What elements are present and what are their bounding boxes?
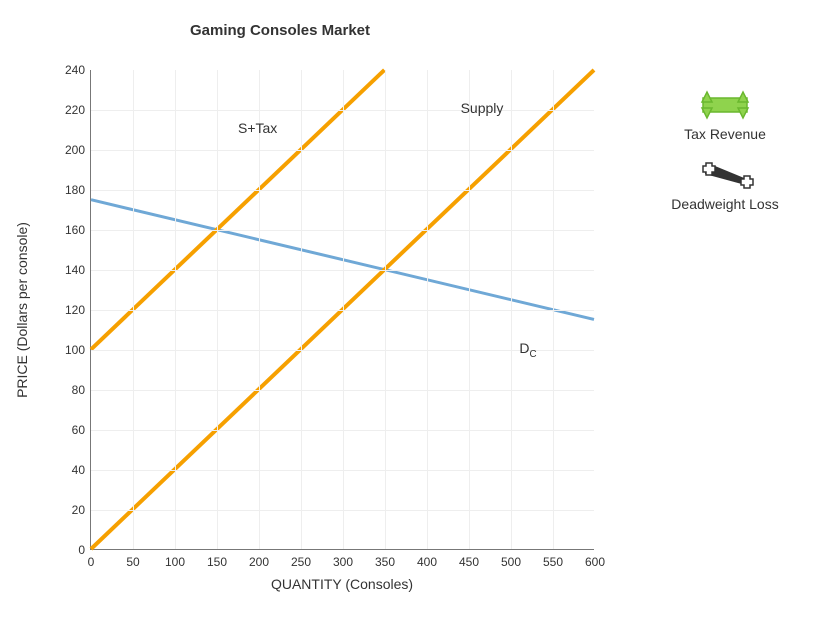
gridline-horizontal	[91, 510, 594, 511]
y-tick-label: 60	[72, 423, 85, 437]
y-tick-label: 220	[65, 103, 85, 117]
series-label-demand: DC	[519, 340, 536, 360]
y-tick-label: 180	[65, 183, 85, 197]
x-tick-label: 500	[501, 555, 521, 569]
x-tick-label: 0	[88, 555, 95, 569]
y-tick-label: 40	[72, 463, 85, 477]
y-tick-label: 140	[65, 263, 85, 277]
legend-label: Deadweight Loss	[640, 196, 810, 212]
x-tick-label: 50	[126, 555, 139, 569]
gridline-horizontal	[91, 470, 594, 471]
x-tick-label: 450	[459, 555, 479, 569]
gridline-horizontal	[91, 270, 594, 271]
series-label-supply_tax: S+Tax	[238, 120, 277, 136]
chart-container: Gaming Consoles Market 05010015020025030…	[0, 0, 824, 628]
gridline-horizontal	[91, 310, 594, 311]
y-tick-label: 120	[65, 303, 85, 317]
x-tick-label: 400	[417, 555, 437, 569]
y-tick-label: 20	[72, 503, 85, 517]
legend-item-deadweight_loss[interactable]: Deadweight Loss	[640, 160, 810, 212]
y-tick-label: 100	[65, 343, 85, 357]
y-axis-label: PRICE (Dollars per console)	[14, 222, 30, 398]
tax_revenue-icon	[695, 90, 755, 120]
legend-label: Tax Revenue	[640, 126, 810, 142]
x-tick-label: 150	[207, 555, 227, 569]
x-tick-label: 300	[333, 555, 353, 569]
x-tick-label: 100	[165, 555, 185, 569]
x-tick-label: 350	[375, 555, 395, 569]
x-tick-label: 550	[543, 555, 563, 569]
gridline-horizontal	[91, 430, 594, 431]
x-tick-label: 250	[291, 555, 311, 569]
gridline-horizontal	[91, 190, 594, 191]
plot-area: 0501001502002503003504004505005506000204…	[90, 70, 594, 550]
chart-title: Gaming Consoles Market	[0, 22, 560, 39]
gridline-horizontal	[91, 230, 594, 231]
y-tick-label: 200	[65, 143, 85, 157]
gridline-horizontal	[91, 390, 594, 391]
y-tick-label: 0	[78, 543, 85, 557]
gridline-horizontal	[91, 110, 594, 111]
x-tick-label: 200	[249, 555, 269, 569]
legend: Tax Revenue Deadweight Loss	[640, 90, 810, 230]
y-tick-label: 160	[65, 223, 85, 237]
y-tick-label: 240	[65, 63, 85, 77]
deadweight_loss-icon	[695, 160, 755, 190]
legend-item-tax_revenue[interactable]: Tax Revenue	[640, 90, 810, 142]
x-axis-label: QUANTITY (Consoles)	[90, 576, 594, 592]
x-tick-label: 600	[585, 555, 605, 569]
y-tick-label: 80	[72, 383, 85, 397]
series-label-supply: Supply	[461, 100, 504, 116]
gridline-horizontal	[91, 150, 594, 151]
